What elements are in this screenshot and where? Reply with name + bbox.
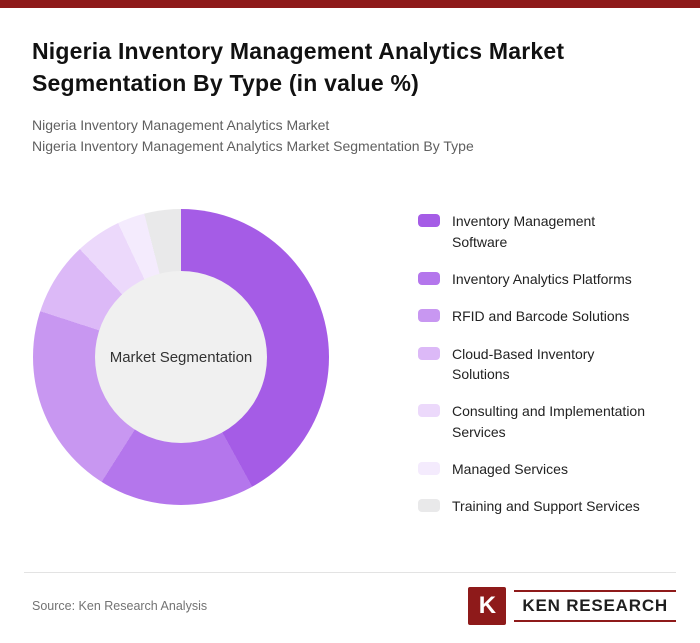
legend-label: Training and Support Services: [452, 498, 640, 515]
legend-swatch: [418, 499, 440, 513]
ken-research-wordmark: KEN RESEARCH: [514, 590, 676, 623]
legend-item: Inventory Analytics Platforms: [418, 269, 650, 289]
legend-swatch: [418, 404, 440, 418]
footer: Source: Ken Research Analysis K KEN RESE…: [32, 587, 676, 626]
legend-swatch: [418, 214, 440, 228]
donut-chart: Market Segmentation: [33, 209, 329, 506]
legend-swatch: [418, 461, 440, 475]
chart-subtitles: Nigeria Inventory Management Analytics M…: [32, 115, 668, 157]
ken-research-monogram: K: [468, 587, 507, 626]
legend-label: Inventory Analytics Platforms: [452, 271, 632, 288]
source-note: Source: Ken Research Analysis: [32, 599, 208, 614]
legend-item: Cloud-Based Inventory Solutions: [418, 344, 650, 385]
donut-center-label: Market Segmentation: [95, 271, 267, 444]
legend-label: Consulting and Implementation Services: [452, 403, 646, 440]
legend-swatch: [418, 272, 440, 286]
footer-divider: [24, 572, 676, 574]
brand-top-bar: [0, 0, 700, 8]
legend-item: Training and Support Services: [418, 496, 650, 516]
legend-swatch: [418, 309, 440, 323]
legend-item: Managed Services: [418, 459, 650, 479]
legend-swatch: [418, 346, 440, 360]
ken-research-logo: K KEN RESEARCH: [468, 587, 676, 626]
chart-legend: Inventory Management Software Inventory A…: [418, 211, 650, 516]
chart-subtitle-market: Nigeria Inventory Management Analytics M…: [32, 117, 330, 134]
legend-label: Cloud-Based Inventory Solutions: [452, 345, 595, 382]
chart-subtitle-segmentation: Nigeria Inventory Management Analytics M…: [32, 138, 474, 155]
legend-item: RFID and Barcode Solutions: [418, 306, 650, 326]
page-title: Nigeria Inventory Management Analytics M…: [32, 38, 565, 96]
legend-label: RFID and Barcode Solutions: [452, 308, 630, 325]
legend-item: Inventory Management Software: [418, 211, 650, 252]
chart-area: Market Segmentation Inventory Management…: [33, 209, 668, 516]
legend-label: Inventory Management Software: [452, 213, 596, 250]
legend-item: Consulting and Implementation Services: [418, 401, 650, 442]
legend-label: Managed Services: [452, 460, 568, 477]
